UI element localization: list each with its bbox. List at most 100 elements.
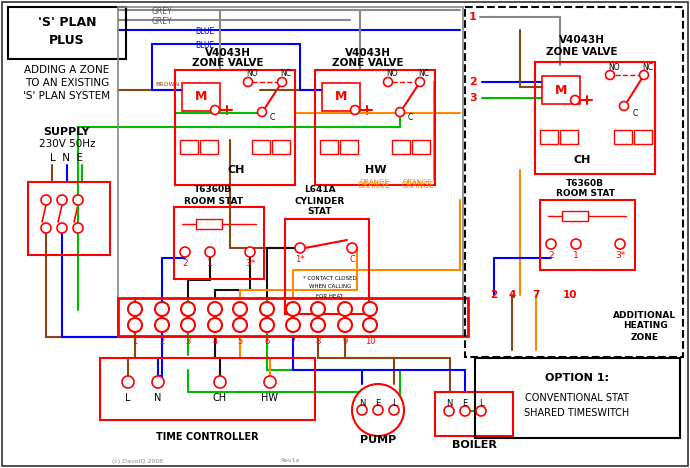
Text: E: E bbox=[462, 398, 468, 408]
Circle shape bbox=[214, 376, 226, 388]
Circle shape bbox=[338, 318, 352, 332]
Circle shape bbox=[257, 108, 266, 117]
Bar bbox=[412, 140, 430, 154]
Bar bbox=[475, 358, 680, 438]
Text: 'S' PLAN SYSTEM: 'S' PLAN SYSTEM bbox=[23, 91, 110, 101]
Text: 9: 9 bbox=[342, 336, 348, 345]
Text: CH: CH bbox=[213, 393, 227, 403]
Bar bbox=[118, 7, 463, 337]
Bar bbox=[175, 70, 295, 185]
Circle shape bbox=[260, 302, 274, 316]
Text: 230V 50Hz: 230V 50Hz bbox=[39, 139, 95, 149]
Text: NC: NC bbox=[419, 70, 429, 79]
Text: 7: 7 bbox=[290, 336, 296, 345]
Bar bbox=[435, 392, 513, 436]
Circle shape bbox=[352, 384, 404, 436]
Text: 10: 10 bbox=[365, 336, 375, 345]
Text: BROWN: BROWN bbox=[155, 81, 179, 87]
Circle shape bbox=[152, 376, 164, 388]
Circle shape bbox=[264, 376, 276, 388]
Text: ADDITIONAL: ADDITIONAL bbox=[613, 310, 677, 320]
Text: CONVENTIONAL STAT: CONVENTIONAL STAT bbox=[525, 393, 629, 403]
Text: N: N bbox=[446, 398, 452, 408]
Text: HW: HW bbox=[262, 393, 279, 403]
Circle shape bbox=[384, 78, 393, 87]
Text: L: L bbox=[479, 398, 483, 408]
Text: 3: 3 bbox=[469, 93, 477, 103]
Circle shape bbox=[363, 302, 377, 316]
Text: 'S' PLAN: 'S' PLAN bbox=[38, 15, 96, 29]
Text: ADDING A ZONE: ADDING A ZONE bbox=[24, 65, 110, 75]
Circle shape bbox=[476, 406, 486, 416]
Text: PLUS: PLUS bbox=[49, 34, 85, 46]
Bar bbox=[322, 83, 360, 111]
Bar bbox=[285, 219, 369, 314]
Text: C: C bbox=[407, 114, 413, 123]
Text: ORANGE: ORANGE bbox=[402, 182, 434, 190]
Bar bbox=[200, 140, 218, 154]
Bar bbox=[118, 298, 468, 336]
Text: N: N bbox=[359, 398, 365, 408]
Text: 2: 2 bbox=[548, 251, 554, 261]
Text: T6360B: T6360B bbox=[566, 178, 604, 188]
Bar bbox=[540, 200, 635, 270]
Circle shape bbox=[373, 405, 383, 415]
Text: ROOM STAT: ROOM STAT bbox=[184, 197, 242, 205]
Circle shape bbox=[208, 302, 222, 316]
Circle shape bbox=[233, 302, 247, 316]
Text: 1: 1 bbox=[207, 259, 213, 269]
Text: CH: CH bbox=[573, 155, 591, 165]
Text: 1*: 1* bbox=[295, 256, 305, 264]
Text: STAT: STAT bbox=[308, 207, 333, 217]
Text: ORANGE: ORANGE bbox=[359, 179, 388, 185]
Text: ZONE VALVE: ZONE VALVE bbox=[546, 47, 618, 57]
Circle shape bbox=[338, 302, 352, 316]
Bar bbox=[315, 70, 435, 185]
Text: ROOM STAT: ROOM STAT bbox=[555, 190, 615, 198]
Text: HEATING: HEATING bbox=[622, 322, 667, 330]
Circle shape bbox=[415, 78, 424, 87]
Text: 3: 3 bbox=[186, 336, 190, 345]
Text: NC: NC bbox=[642, 63, 653, 72]
Text: V4043H: V4043H bbox=[205, 48, 251, 58]
Circle shape bbox=[311, 318, 325, 332]
Text: Rev1a: Rev1a bbox=[280, 459, 299, 463]
Text: 3*: 3* bbox=[245, 259, 255, 269]
Circle shape bbox=[155, 302, 169, 316]
Circle shape bbox=[571, 95, 580, 104]
Text: FOR HEAT: FOR HEAT bbox=[317, 293, 344, 299]
Text: SUPPLY: SUPPLY bbox=[43, 127, 90, 137]
Text: 7: 7 bbox=[532, 290, 540, 300]
Text: BLUE: BLUE bbox=[195, 28, 215, 37]
Text: ORANGE: ORANGE bbox=[357, 182, 391, 190]
Text: (c) DavoIQ 2008: (c) DavoIQ 2008 bbox=[112, 459, 164, 463]
Text: V4043H: V4043H bbox=[559, 35, 605, 45]
Text: V4043H: V4043H bbox=[345, 48, 391, 58]
Circle shape bbox=[571, 239, 581, 249]
Text: 10: 10 bbox=[563, 290, 578, 300]
Circle shape bbox=[460, 406, 470, 416]
Bar bbox=[540, 130, 558, 144]
Bar bbox=[634, 130, 652, 144]
Circle shape bbox=[73, 223, 83, 233]
Text: N: N bbox=[155, 393, 161, 403]
Text: BOILER: BOILER bbox=[451, 440, 496, 450]
Bar bbox=[320, 140, 338, 154]
Circle shape bbox=[155, 318, 169, 332]
Bar bbox=[174, 207, 264, 279]
Text: 5: 5 bbox=[237, 336, 243, 345]
Text: L: L bbox=[392, 398, 396, 408]
Circle shape bbox=[122, 376, 134, 388]
Circle shape bbox=[260, 318, 274, 332]
Circle shape bbox=[286, 302, 300, 316]
Text: CYLINDER: CYLINDER bbox=[295, 197, 345, 205]
Text: 2: 2 bbox=[182, 259, 188, 269]
Bar bbox=[562, 211, 588, 221]
Text: 1: 1 bbox=[469, 12, 477, 22]
Bar bbox=[100, 358, 315, 420]
Circle shape bbox=[73, 195, 83, 205]
Text: C: C bbox=[632, 109, 638, 117]
Text: * CONTACT CLOSED: * CONTACT CLOSED bbox=[303, 276, 357, 280]
Circle shape bbox=[233, 318, 247, 332]
Text: 2: 2 bbox=[159, 336, 165, 345]
